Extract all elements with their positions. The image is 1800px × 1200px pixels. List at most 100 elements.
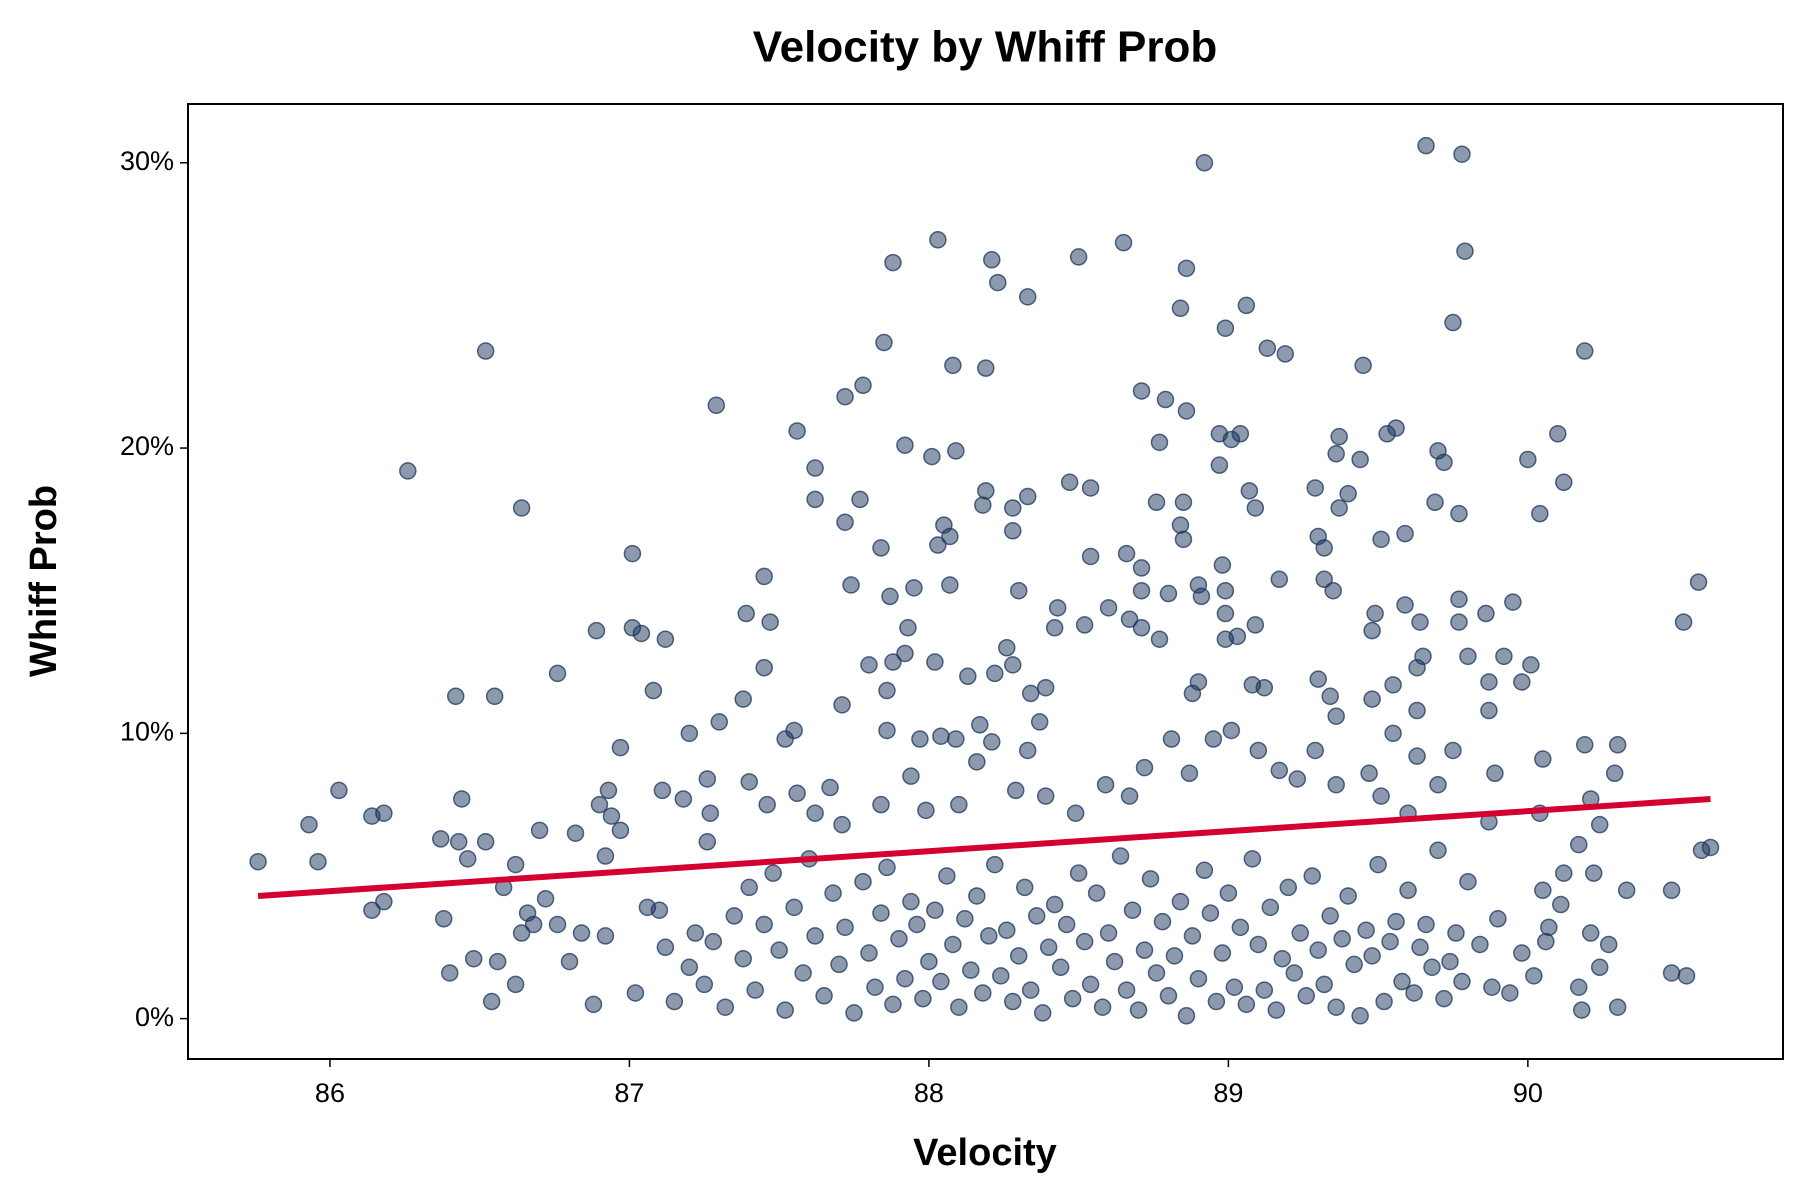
scatter-point [1459,647,1477,666]
scatter-point [806,927,824,945]
scatter-point [686,924,705,942]
scatter-point [512,924,531,942]
plot-frame [187,103,1784,1060]
scatter-point [1120,610,1139,628]
scatter-point [1297,987,1315,1005]
scatter-point [1369,855,1387,874]
scatter-point [674,790,693,808]
scatter-point [932,727,950,745]
scatter-point [947,730,965,748]
scatter-point [1004,499,1022,517]
scatter-point [1021,684,1040,703]
scatter-point [1081,479,1100,497]
scatter-point [1222,721,1241,740]
scatter-point [956,910,974,928]
scatter-point [1513,944,1531,962]
scatter-point [1018,741,1037,760]
scatter-point [680,958,699,977]
scatter-point [458,850,477,868]
scatter-point [449,833,468,851]
scatter-point [1030,713,1049,731]
scatter-point [1384,724,1402,743]
scatter-point [1575,736,1594,754]
scatter-point [1276,345,1295,363]
scatter-point [1009,947,1028,965]
scatter-point [1321,907,1339,925]
scatter-point [1396,524,1414,543]
scatter-point [548,915,567,934]
scatter-point [1099,924,1118,942]
y-tick-label: 30% [120,146,174,176]
scatter-point [737,604,755,623]
scatter-point [1480,701,1498,720]
scatter-point [1309,670,1327,688]
scatter-point [1327,998,1345,1016]
scatter-point [1246,616,1265,634]
scatter-point [1036,678,1055,697]
scatter-point [944,935,962,954]
scatter-point [1156,390,1175,409]
scatter-point [1033,1004,1052,1022]
scatter-point [926,901,944,919]
scatter-point [435,910,453,928]
scatter-point [1315,975,1333,994]
scatter-point [596,927,615,945]
scatter-point [923,447,941,466]
scatter-point [1584,864,1603,882]
scatter-point [587,621,606,640]
scatter-point [815,987,833,1005]
scatter-point [399,462,417,480]
scatter-point [506,855,525,874]
scatter-point [998,639,1016,657]
scatter-point [512,499,531,517]
scatter-point [725,907,743,925]
scatter-point [1575,342,1594,360]
scatter-point [1096,775,1115,794]
scatter-point [1270,570,1289,589]
scatter-point [845,1004,863,1022]
scatter-point [1267,1001,1286,1019]
scatter-point [590,795,609,814]
scatter-point [1285,964,1304,982]
scatter-point [1066,804,1085,822]
scatter-point [998,921,1016,939]
scatter-point [1504,593,1522,611]
scatter-point [1150,433,1169,452]
scatter-point [1525,967,1543,985]
scatter-point [1453,972,1471,991]
y-tick-label: 20% [120,431,174,461]
scatter-point [1069,864,1088,882]
scatter-point [452,790,471,808]
scatter-point [881,587,899,606]
scatter-point [1555,473,1573,492]
scatter-point [1261,898,1280,917]
scatter-point [1279,878,1298,897]
scatter-point [1315,570,1333,589]
scatter-point [1231,918,1250,937]
scatter-point [1246,499,1265,517]
scatter-point [878,858,896,877]
scatter-point [989,273,1007,292]
scatter-point [1330,499,1348,517]
scatter-point [1549,425,1567,443]
scatter-point [896,644,914,663]
scatter-point [1207,992,1226,1011]
scatter-point [1060,473,1079,492]
scatter-point [584,995,603,1014]
scatter-point [833,696,851,714]
scatter-point [1171,516,1190,534]
scatter-point [1417,915,1435,934]
trend-line [257,795,1711,899]
scatter-point [1351,1007,1369,1025]
scatter-point [755,567,773,586]
scatter-point [788,422,806,440]
scatter-point [1018,487,1037,506]
scatter-point [977,482,995,500]
scatter-point [1171,299,1190,318]
scatter-point [1531,504,1549,523]
scatter-point [599,781,618,800]
scatter-point [1324,581,1342,600]
scatter-point [740,878,758,897]
scatter-point [1689,573,1708,591]
